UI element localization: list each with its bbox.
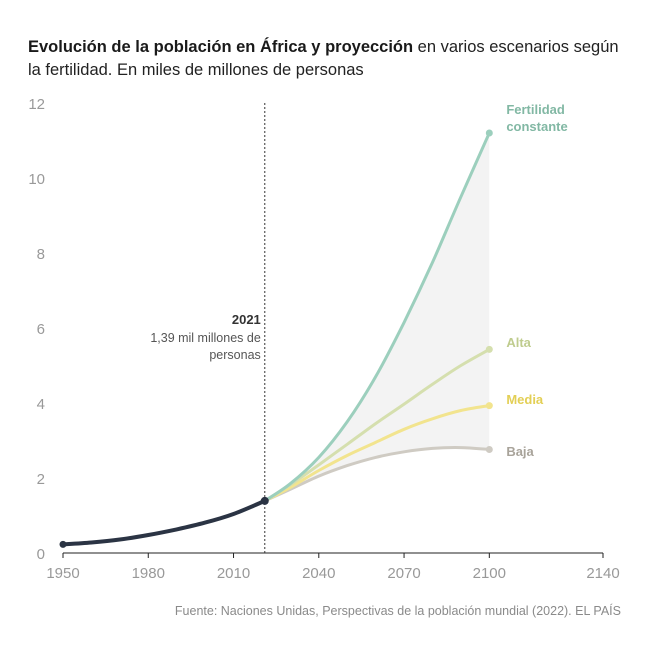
y-tick-label: 6 bbox=[37, 321, 45, 338]
x-tick-label: 2100 bbox=[473, 565, 506, 582]
annotation-line-2: personas bbox=[209, 348, 260, 362]
x-tick-label: 2010 bbox=[217, 565, 250, 582]
annotation-line-1: 1,39 mil millones de bbox=[150, 331, 261, 345]
series-label-media: Media bbox=[506, 392, 544, 407]
point-2021 bbox=[260, 496, 269, 505]
end-point-media bbox=[485, 402, 493, 410]
y-tick-label: 12 bbox=[28, 96, 45, 113]
chart-title-rest: en varios escenarios según la fertilidad… bbox=[28, 38, 619, 79]
series-label-fertilidad-constante: Fertilidad constante bbox=[506, 102, 567, 134]
end-point-alta bbox=[485, 345, 493, 353]
projection-range-band bbox=[264, 133, 490, 501]
chart-title-bold: Evolución de la población en África y pr… bbox=[28, 38, 414, 56]
chart-title: Evolución de la población en África y pr… bbox=[28, 36, 628, 82]
source-note: Fuente: Naciones Unidas, Perspectivas de… bbox=[174, 604, 621, 618]
x-tick-label: 2140 bbox=[586, 565, 619, 582]
x-tick-label: 2040 bbox=[302, 565, 335, 582]
population-chart: 1950 1980 2010 2040 2070 2100 2140 0 2 4 6 8 10 12 Fe… bbox=[28, 96, 619, 582]
end-point-baja bbox=[485, 446, 493, 453]
range-band-area bbox=[264, 133, 490, 501]
x-tick-label: 1950 bbox=[46, 565, 79, 582]
series-line-alta bbox=[263, 347, 491, 503]
y-tick-label: 10 bbox=[28, 171, 45, 188]
series-line-fertilidad-constante bbox=[263, 131, 491, 503]
chart-axes: 1950 1980 2010 2040 2070 2100 2140 0 2 4 6 8 10 12 bbox=[28, 96, 619, 582]
series-labels: Fertilidad constante Alta Media Baja bbox=[506, 102, 567, 459]
series-line-historical bbox=[61, 498, 267, 547]
end-point-fertilidad-constante bbox=[485, 129, 493, 137]
y-tick-label: 0 bbox=[37, 546, 45, 563]
y-tick-label: 2 bbox=[37, 471, 45, 488]
series-label-baja: Baja bbox=[506, 444, 534, 459]
start-point-historical bbox=[59, 540, 67, 548]
x-tick-label: 2070 bbox=[387, 565, 420, 582]
series-label-alta: Alta bbox=[506, 335, 531, 350]
y-tick-label: 4 bbox=[37, 396, 45, 413]
series-lines bbox=[59, 129, 493, 548]
annotation-year: 2021 bbox=[232, 312, 261, 327]
series-line-baja bbox=[263, 446, 491, 503]
x-tick-label: 1980 bbox=[132, 565, 165, 582]
y-tick-label: 8 bbox=[37, 246, 45, 263]
series-line-media bbox=[263, 404, 491, 503]
